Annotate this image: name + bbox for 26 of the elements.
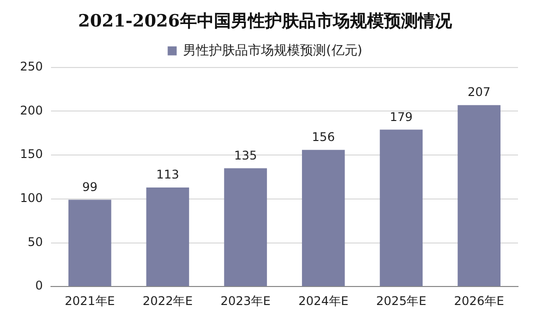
y-tick-label: 0 — [35, 278, 43, 293]
data-label: 156 — [312, 130, 335, 144]
x-tick-label: 2022年E — [142, 294, 193, 308]
x-tick-label: 2021年E — [64, 294, 115, 308]
data-label: 113 — [156, 168, 180, 182]
bar — [458, 105, 500, 286]
bar — [302, 150, 345, 286]
chart-title: 2021-2026年中国男性护肤品市场规模预测情况 — [78, 12, 453, 32]
x-tick-label: 2026年E — [454, 294, 504, 308]
y-tick-label: 200 — [20, 103, 43, 118]
data-label: 207 — [468, 85, 491, 100]
data-label: 179 — [390, 110, 413, 124]
y-tick-label: 150 — [20, 147, 43, 162]
data-label: 135 — [234, 148, 257, 162]
x-tick-label: 2023年E — [220, 294, 271, 308]
y-tick-label: 100 — [20, 191, 43, 206]
bar — [68, 200, 112, 286]
x-tick-label: 2024年E — [298, 294, 348, 308]
data-label: 99 — [82, 180, 98, 194]
bar — [146, 188, 190, 286]
bar — [224, 168, 267, 286]
legend-label: 男性护肤品市场规模预测(亿元) — [183, 43, 362, 58]
y-tick-label: 50 — [28, 234, 43, 249]
x-tick-label: 2025年E — [376, 294, 426, 308]
bar — [380, 130, 423, 286]
y-tick-label: 250 — [20, 60, 43, 74]
